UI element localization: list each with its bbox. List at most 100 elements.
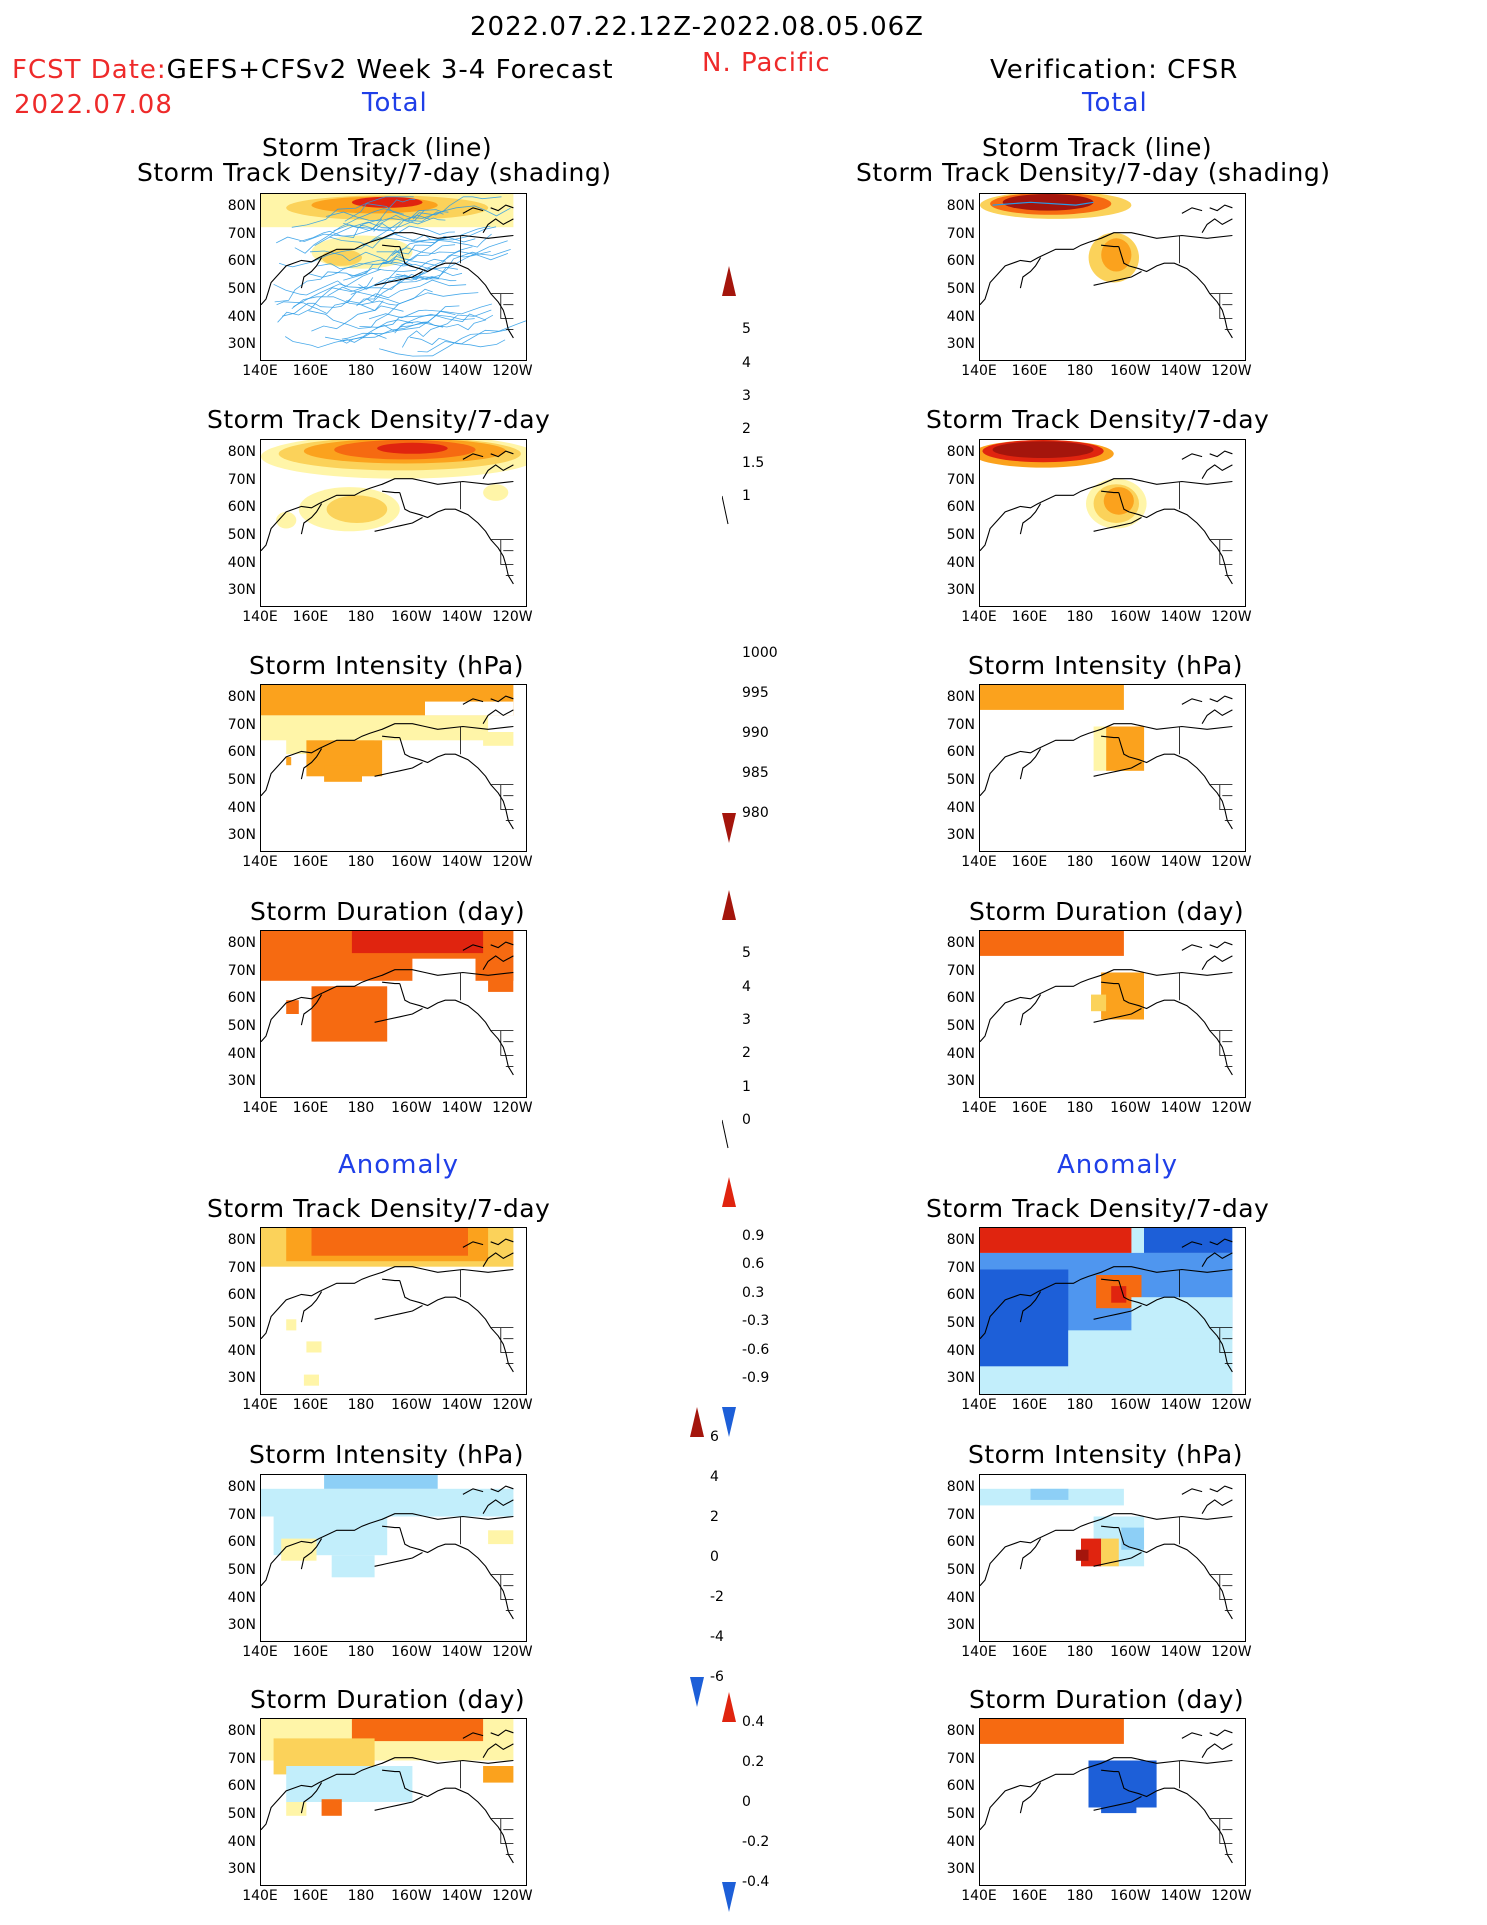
lon-tick-label: 140W: [441, 363, 483, 379]
lon-tick-label: 180: [347, 1397, 375, 1413]
fcst-model: GEFS+CFSv2 Week 3-4 Forecast: [166, 55, 614, 85]
lat-tick-label: 80N: [946, 197, 975, 214]
lat-tick-label: 60N: [227, 499, 256, 516]
lat-tick-label: 60N: [227, 1534, 256, 1551]
lat-tick-label: 80N: [227, 1231, 256, 1248]
verification-label: Verification: CFSR: [990, 55, 1239, 85]
lat-tick-label: 80N: [946, 1231, 975, 1248]
colorbar-tick-label: 3: [742, 1012, 751, 1028]
lon-tick-label: 120W: [1211, 609, 1252, 625]
map-duration-fcst: [260, 930, 527, 1098]
lon-tick-label: 180: [1066, 609, 1094, 625]
lon-tick-label: 160W: [1110, 363, 1151, 379]
lon-tick-label: 120W: [492, 1397, 533, 1413]
lat-tick-label: 70N: [946, 225, 975, 242]
colorbar-tick-label: 0.2: [742, 1754, 765, 1770]
lat-tick-label: 40N: [946, 554, 975, 571]
lat-tick-label: 70N: [227, 1259, 256, 1276]
colorbar-tick-label: -0.3: [742, 1313, 770, 1330]
lat-tick-label: 60N: [946, 253, 975, 270]
lon-tick-label: 140E: [961, 363, 997, 379]
colorbar-tick-label: 0: [742, 1112, 751, 1128]
lat-tick-label: 40N: [946, 1833, 975, 1850]
lon-tick-label: 160W: [391, 1888, 432, 1904]
lat-tick-label: 60N: [946, 1287, 975, 1304]
title-r4: Storm Duration (day): [969, 897, 1245, 926]
lat-tick-label: 60N: [227, 744, 256, 761]
colorbar-tick-label: -0.6: [742, 1341, 770, 1358]
lat-tick-label: 30N: [946, 827, 975, 844]
lat-tick-label: 30N: [227, 1861, 256, 1878]
map-duration-anom-fcst: [260, 1718, 527, 1886]
lon-tick-label: 160W: [391, 1644, 432, 1660]
lon-tick-label: 140W: [441, 1888, 483, 1904]
right-anomaly-label: Anomaly: [1057, 1150, 1179, 1180]
lat-tick-label: 30N: [227, 1370, 256, 1387]
colorbar-tick-label: 2: [742, 421, 751, 438]
lon-tick-label: 120W: [1211, 1397, 1252, 1413]
title-l1b: Storm Track Density/7-day (shading): [137, 158, 612, 187]
lat-tick-label: 70N: [946, 1750, 975, 1767]
colorbar-tick-label: -2: [710, 1589, 724, 1605]
colorbar-tick-label: 995: [742, 685, 769, 701]
lat-tick-label: 80N: [227, 934, 256, 951]
lon-tick-label: 160E: [292, 1397, 329, 1413]
lon-tick-label: 120W: [1211, 1888, 1252, 1904]
lon-tick-label: 160E: [1011, 1644, 1048, 1660]
lon-tick-label: 140E: [242, 854, 278, 870]
map-intensity-anom-verif: [979, 1474, 1246, 1642]
map-storm-track-verif: [979, 193, 1246, 361]
map-duration-verif: [979, 930, 1246, 1098]
colorbar-tick-label: 990: [742, 725, 769, 741]
map-intensity-anom-fcst: [260, 1474, 527, 1642]
lon-tick-label: 140E: [242, 1888, 278, 1904]
lat-tick-label: 70N: [946, 471, 975, 488]
date-range-title: 2022.07.22.12Z-2022.08.05.06Z: [470, 12, 924, 42]
lon-tick-label: 140E: [961, 1100, 997, 1116]
lon-tick-label: 140W: [1160, 1888, 1202, 1904]
lat-tick-label: 60N: [227, 990, 256, 1007]
lat-tick-label: 40N: [946, 1045, 975, 1062]
lat-tick-label: 60N: [227, 1778, 256, 1795]
lat-tick-label: 30N: [946, 1861, 975, 1878]
lon-tick-label: 180: [347, 363, 375, 379]
lat-tick-label: 50N: [946, 280, 975, 297]
fcst-date-label: FCST Date:GEFS+CFSv2 Week 3-4 Forecast: [12, 55, 614, 85]
lon-tick-label: 120W: [492, 1644, 533, 1660]
title-r1b: Storm Track Density/7-day (shading): [856, 158, 1331, 187]
lon-tick-label: 140W: [1160, 1644, 1202, 1660]
region-label: N. Pacific: [702, 48, 831, 78]
map-intensity-fcst: [260, 684, 527, 852]
colorbar-tick-label: -0.9: [742, 1370, 770, 1387]
map-duration-anom-verif: [979, 1718, 1246, 1886]
colorbar-tick-label: -4: [710, 1629, 724, 1645]
lon-tick-label: 180: [1066, 363, 1094, 379]
lat-tick-label: 80N: [227, 688, 256, 705]
lon-tick-label: 120W: [492, 1888, 533, 1904]
lon-tick-label: 160W: [1110, 1100, 1151, 1116]
lon-tick-label: 180: [1066, 854, 1094, 870]
lon-tick-label: 140E: [242, 363, 278, 379]
lat-tick-label: 30N: [227, 1073, 256, 1090]
lat-tick-label: 60N: [946, 499, 975, 516]
lat-tick-label: 60N: [946, 1778, 975, 1795]
colorbar-tick-label: 1000: [742, 645, 778, 661]
lat-tick-label: 40N: [946, 308, 975, 325]
lat-tick-label: 80N: [946, 688, 975, 705]
lon-tick-label: 180: [347, 1644, 375, 1660]
title-r7: Storm Duration (day): [969, 1685, 1245, 1714]
title-l1a: Storm Track (line): [262, 133, 493, 162]
colorbar-tick-label: 980: [742, 805, 769, 821]
lon-tick-label: 180: [347, 1888, 375, 1904]
lon-tick-label: 120W: [492, 609, 533, 625]
lat-tick-label: 50N: [946, 1017, 975, 1034]
lon-tick-label: 140E: [961, 609, 997, 625]
lat-tick-label: 70N: [227, 716, 256, 733]
lat-tick-label: 80N: [946, 1722, 975, 1739]
lat-tick-label: 80N: [946, 1478, 975, 1495]
lon-tick-label: 180: [347, 854, 375, 870]
lat-tick-label: 70N: [946, 962, 975, 979]
colorbar-tick-label: 3: [742, 388, 751, 404]
lon-tick-label: 160W: [1110, 1397, 1151, 1413]
map-storm-track-fcst: [260, 193, 527, 361]
